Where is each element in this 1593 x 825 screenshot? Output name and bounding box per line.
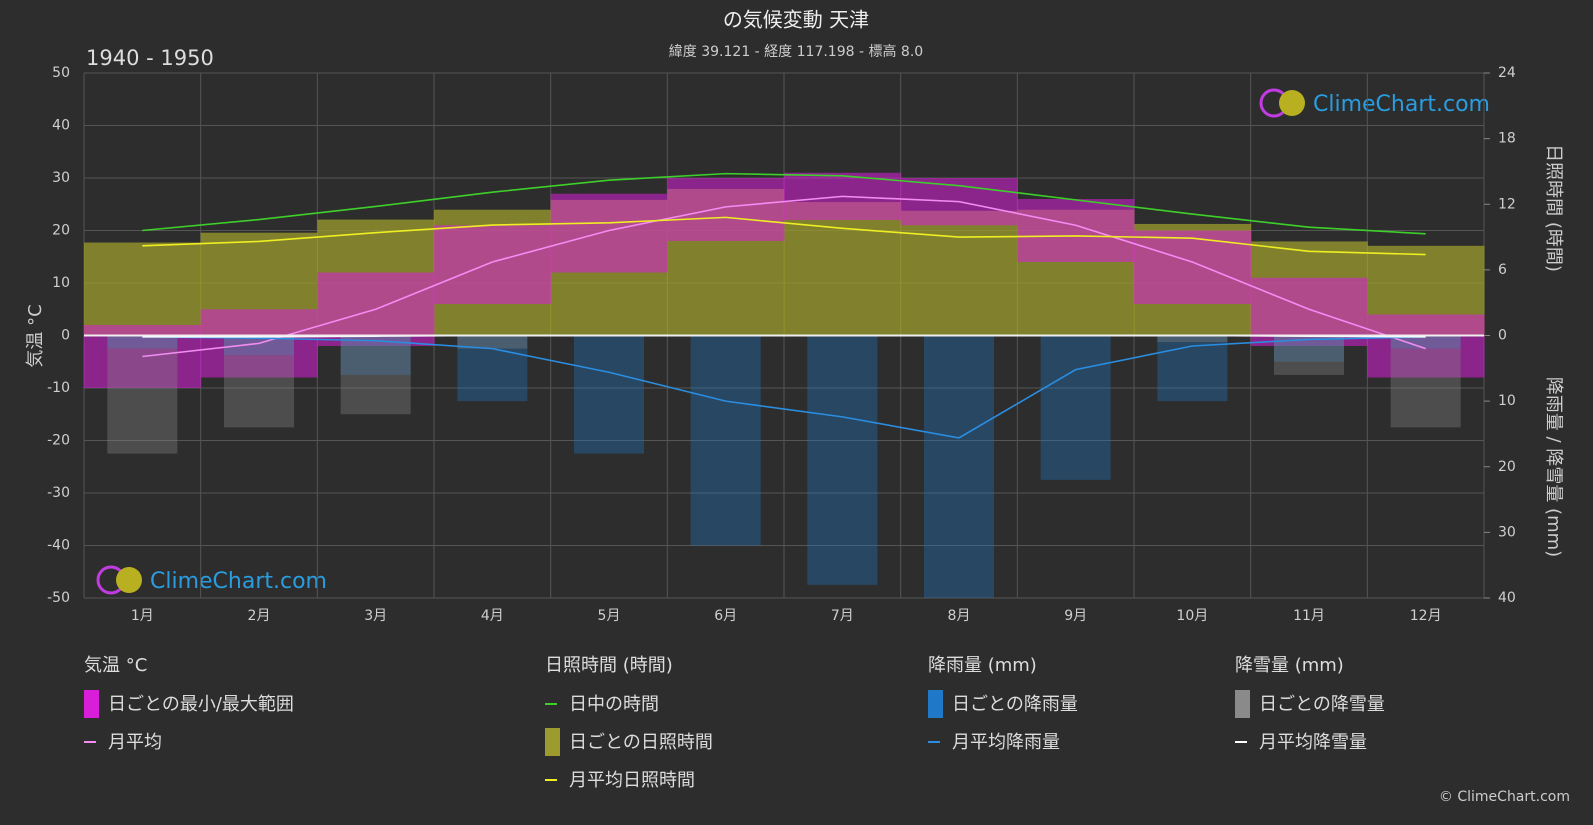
x-tick-label: 1月 <box>131 608 154 624</box>
y-tick-label: -10 <box>47 380 70 396</box>
legend-label: 日ごとの最小/最大範囲 <box>108 694 294 715</box>
x-tick-label: 6月 <box>714 608 737 624</box>
x-tick-label: 12月 <box>1410 608 1442 624</box>
chart-subtitle: 緯度 39.121 - 経度 117.198 - 標高 8.0 <box>669 43 923 60</box>
y3-tick-label: 20 <box>1498 459 1516 475</box>
series-line <box>142 336 1426 439</box>
x-tick-label: 10月 <box>1176 608 1208 624</box>
y-tick-label: -30 <box>47 485 70 501</box>
legend-label: 日中の時間 <box>569 694 659 715</box>
precip-bar <box>1390 335 1461 428</box>
y-tick-label: 50 <box>52 65 70 81</box>
series-line <box>142 195 1426 358</box>
temperature-range <box>1134 230 1252 304</box>
y2-tick-label: 18 <box>1498 131 1516 147</box>
precip-bar <box>1157 335 1228 343</box>
legend-swatch <box>545 728 560 756</box>
x-tick-label: 2月 <box>248 608 271 624</box>
legend-label: 月平均日照時間 <box>569 770 695 791</box>
legend-title: 日照時間 (時間) <box>545 655 673 676</box>
y3-tick-label: 10 <box>1498 393 1516 409</box>
legend-label: 月平均降雪量 <box>1259 732 1367 753</box>
precip-bar <box>224 335 294 428</box>
y-tick-label: 40 <box>52 118 70 134</box>
precip-bar <box>690 335 761 546</box>
legend-title: 降雪量 (mm) <box>1235 655 1344 676</box>
x-tick-label: 7月 <box>831 608 854 624</box>
watermark: ClimeChart.com <box>1313 92 1490 117</box>
x-tick-label: 3月 <box>364 608 387 624</box>
legend-label: 月平均降雨量 <box>952 732 1060 753</box>
period: 1940 - 1950 <box>86 46 214 70</box>
temperature-range <box>1367 314 1485 378</box>
y2-axis-label: 日照時間 (時間) <box>1543 144 1564 272</box>
logo-bottom: ClimeChart.com <box>96 565 327 595</box>
legend-label: 日ごとの日照時間 <box>569 732 713 753</box>
y-tick-label: -50 <box>47 590 70 606</box>
legend-title: 気温 °C <box>84 655 147 676</box>
sunshine-area <box>84 242 202 336</box>
y-tick-label: 20 <box>52 223 70 239</box>
y2-tick-label: 0 <box>1498 328 1507 344</box>
temperature-range <box>550 193 668 273</box>
x-tick-label: 5月 <box>598 608 621 624</box>
legend-swatch <box>928 690 943 718</box>
temperature-range <box>667 178 785 241</box>
x-tick-label: 11月 <box>1293 608 1325 624</box>
x-tick-label: 9月 <box>1064 608 1087 624</box>
y3-axis-label: 降雨量 / 降雪量 (mm) <box>1543 377 1564 557</box>
y3-tick-label: 30 <box>1498 524 1516 540</box>
y-tick-label: 30 <box>52 170 70 186</box>
watermark: ClimeChart.com <box>150 569 327 594</box>
precip-bar <box>1274 335 1344 375</box>
precip-bar <box>340 335 411 415</box>
series-line <box>142 216 1426 256</box>
legend-title: 降雨量 (mm) <box>928 655 1037 676</box>
y-tick-label: -40 <box>47 538 70 554</box>
sunshine-area <box>784 202 902 336</box>
y2-tick-label: 12 <box>1498 196 1516 212</box>
legend-swatch <box>1235 690 1250 718</box>
precip-bar <box>574 335 644 454</box>
y-tick-label: -20 <box>47 433 70 449</box>
precip-bar <box>107 335 178 454</box>
y3-tick-label: 40 <box>1498 590 1516 606</box>
chart-title: の気候変動 天津 <box>723 8 869 32</box>
y-tick-label: 10 <box>52 275 70 291</box>
copyright: © ClimeChart.com <box>1439 789 1570 805</box>
series-line <box>142 172 1426 235</box>
logo-top: ClimeChart.com <box>1259 88 1490 118</box>
x-tick-label: 8月 <box>948 608 971 624</box>
precip-bar <box>807 335 878 585</box>
precip-bar <box>1390 335 1461 349</box>
precip-bar <box>1040 335 1111 480</box>
logo-sun <box>116 567 142 593</box>
y-axis-label: 気温 °C <box>25 304 46 367</box>
temperature-range <box>1017 199 1135 262</box>
precip-bar <box>457 335 528 349</box>
legend-label: 月平均 <box>108 732 162 753</box>
legend-label: 日ごとの降雨量 <box>952 694 1078 715</box>
sunshine-area <box>900 210 1018 336</box>
logo-sun <box>1279 90 1305 116</box>
y2-tick-label: 6 <box>1498 262 1507 278</box>
precip-bar <box>224 335 294 356</box>
y-tick-label: 0 <box>61 328 70 344</box>
x-tick-label: 4月 <box>481 608 504 624</box>
precip-bar <box>924 335 994 598</box>
legend-swatch <box>84 690 99 718</box>
temperature-range <box>434 225 552 304</box>
legend-label: 日ごとの降雪量 <box>1259 694 1385 715</box>
y2-tick-label: 24 <box>1498 65 1516 81</box>
precip-bar <box>107 335 178 349</box>
